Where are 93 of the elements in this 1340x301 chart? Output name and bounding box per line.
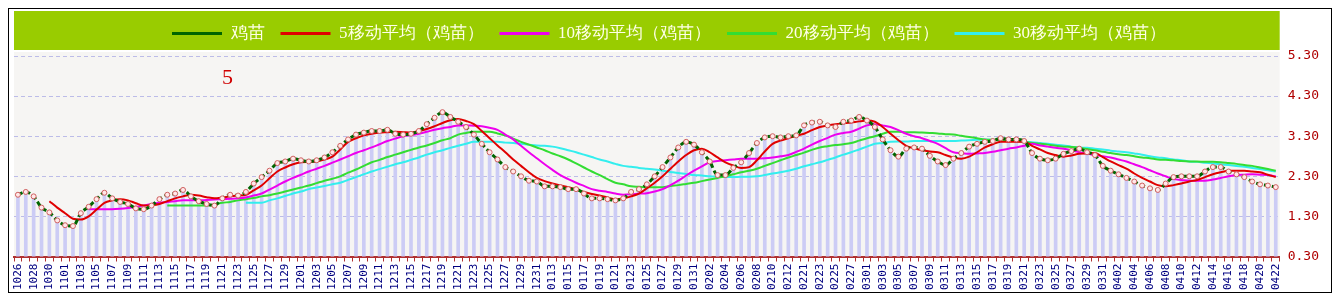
x-tick-label: 1225	[482, 263, 496, 291]
x-tick-label: 0204	[718, 263, 732, 291]
x-tick-label: 0331	[1095, 263, 1109, 291]
x-tick-label: 0329	[1079, 263, 1093, 291]
x-tick-label: 1121	[215, 263, 229, 291]
y-tick-label: 3.30	[1287, 127, 1320, 143]
x-tick-label: 0313	[954, 263, 968, 291]
x-tick-label: 1221	[451, 263, 465, 291]
x-tick-label: 0113	[545, 263, 559, 291]
x-tick-label: 1207	[340, 263, 354, 291]
x-tick-label: 0305	[891, 263, 905, 291]
x-tick-label: 1231	[529, 263, 543, 291]
legend-label: 5移动平均（鸡苗）	[339, 22, 484, 42]
x-tick-label: 0121	[608, 263, 622, 291]
x-tick-label: 0406	[1142, 263, 1156, 291]
x-tick-label: 1227	[498, 263, 512, 291]
x-tick-label: 0307	[907, 263, 920, 291]
x-tick-label: 1109	[120, 263, 134, 291]
x-tick-label: 0404	[1127, 263, 1141, 291]
x-tick-label: 0212	[781, 263, 795, 291]
x-tick-label: 1205	[325, 263, 339, 291]
x-tick-label: 0412	[1190, 263, 1204, 291]
y-tick-label: 2.30	[1287, 167, 1320, 183]
x-tick-label: 0327	[1064, 263, 1078, 291]
x-tick-label: 1105	[89, 263, 103, 291]
x-tick-label: 0323	[1032, 263, 1046, 291]
x-tick-label: 0131	[686, 263, 700, 291]
x-tick-label: 1119	[199, 263, 213, 291]
legend-label: 10移动平均（鸡苗）	[558, 22, 711, 42]
x-tick-label: 0127	[655, 263, 669, 291]
x-tick-label: 1107	[105, 263, 119, 291]
x-tick-label: 0315	[969, 263, 983, 291]
x-tick-label: 1219	[435, 263, 449, 291]
legend-label: 30移动平均（鸡苗）	[1013, 22, 1166, 42]
x-tick-label: 0303	[875, 263, 889, 291]
annotation: 5	[222, 63, 233, 89]
x-tick-label: 0422	[1268, 263, 1282, 291]
x-tick-label: 0418	[1237, 263, 1251, 291]
x-tick-label: 0210	[765, 263, 779, 291]
x-tick-label: 0319	[1001, 263, 1015, 291]
legend-label: 20移动平均（鸡苗）	[785, 22, 939, 42]
x-tick-label: 1209	[356, 263, 370, 291]
x-tick-label: 1111	[136, 263, 150, 291]
x-tick-label: 1030	[42, 263, 56, 291]
y-tick-label: 4.30	[1287, 87, 1320, 103]
x-tick-label: 1115	[168, 263, 182, 291]
x-tick-label: 1026	[10, 263, 24, 291]
x-tick-label: 0223	[812, 263, 826, 291]
x-tick-label: 0202	[702, 263, 716, 291]
x-tick-label: 1211	[372, 263, 386, 291]
x-tick-label: 0410	[1174, 263, 1188, 291]
x-tick-label: 0125	[639, 263, 653, 291]
x-tick-label: 0117	[576, 263, 590, 291]
x-tick-label: 0309	[922, 263, 936, 291]
x-tick-label: 0119	[592, 263, 606, 291]
x-tick-label: 1101	[57, 263, 71, 291]
x-tick-label: 0317	[985, 263, 999, 291]
x-tick-label: 0402	[1111, 263, 1125, 291]
x-tick-label: 1129	[278, 263, 292, 291]
x-tick-label: 0129	[671, 263, 685, 291]
x-tick-label: 0208	[749, 263, 763, 291]
x-tick-label: 1215	[403, 263, 417, 291]
x-tick-label: 1223	[466, 263, 480, 291]
y-tick-label: 5.30	[1287, 47, 1320, 63]
x-tick-label: 1125	[246, 263, 260, 291]
x-tick-label: 1213	[388, 263, 402, 291]
x-tick-label: 0416	[1221, 263, 1235, 291]
x-tick-label: 1028	[26, 263, 40, 291]
x-tick-label: 0221	[796, 263, 810, 291]
x-tick-label: 1113	[152, 263, 166, 291]
x-tick-label: 1127	[262, 263, 276, 291]
x-tick-label: 1117	[183, 263, 197, 291]
x-tick-label: 1103	[73, 263, 87, 291]
x-tick-label: 0227	[844, 263, 858, 291]
x-tick-label: 0321	[1017, 263, 1031, 291]
x-tick-label: 0414	[1205, 263, 1219, 291]
y-tick-label: 0.30	[1287, 247, 1320, 263]
x-tick-label: 0311	[938, 263, 952, 291]
x-tick-label: 1123	[230, 263, 244, 291]
x-tick-label: 0206	[734, 263, 748, 291]
legend-label: 鸡苗	[229, 22, 265, 42]
x-tick-label: 1203	[309, 263, 323, 291]
x-tick-label: 1217	[419, 263, 433, 291]
x-tick-label: 0325	[1048, 263, 1062, 291]
x-tick-label: 0301	[859, 263, 873, 291]
x-tick-label: 1201	[293, 263, 307, 291]
x-tick-label: 0408	[1158, 263, 1172, 291]
x-tick-label: 0123	[623, 263, 637, 291]
x-tick-label: 1229	[513, 263, 527, 291]
y-tick-label: 1.30	[1287, 207, 1320, 223]
x-tick-label: 0115	[561, 263, 575, 291]
x-tick-label: 0420	[1252, 263, 1266, 291]
x-tick-label: 0225	[828, 263, 842, 291]
